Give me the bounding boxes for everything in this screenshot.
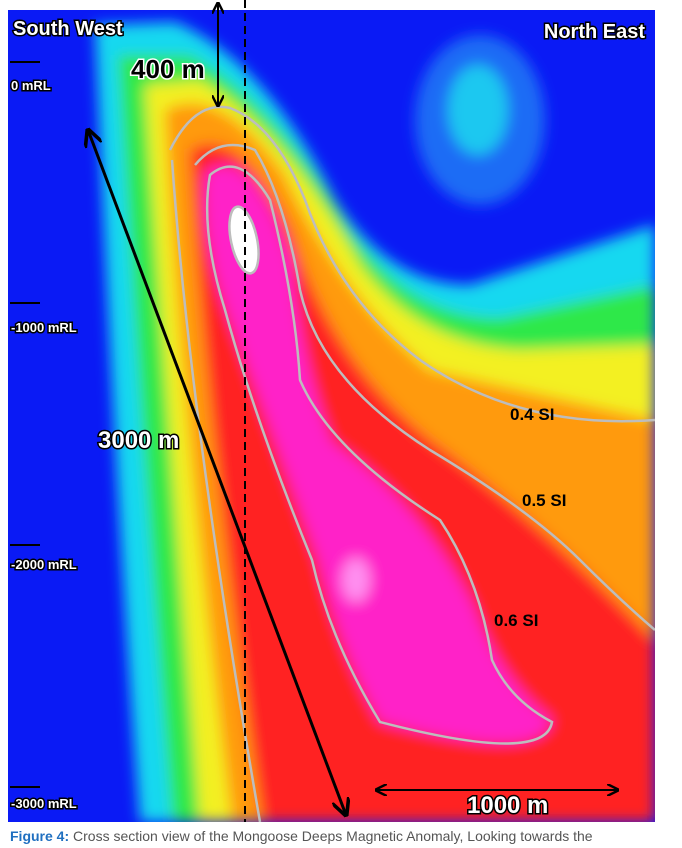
depth-label: 0 mRL	[11, 78, 51, 93]
contour-label: 0.4 SI	[510, 405, 554, 424]
depth-ticks	[10, 61, 40, 788]
corner-label: South West	[13, 18, 123, 40]
caption-text: Cross section view of the Mongoose Deeps…	[69, 828, 593, 844]
scale-label: 3000 m	[98, 427, 179, 454]
caption-label: Figure 4:	[10, 828, 69, 844]
anomaly-image	[8, 10, 655, 822]
depth-label: -1000 mRL	[11, 320, 77, 335]
depth-label: -3000 mRL	[11, 796, 77, 811]
corner-label: North East	[544, 21, 645, 43]
scale-label: 1000 m	[467, 792, 548, 819]
caption: Figure 4: Cross section view of the Mong…	[10, 828, 593, 844]
length-arrow	[88, 130, 346, 815]
scale-label: 400 m	[131, 54, 205, 84]
contour-label: 0.6 SI	[494, 611, 538, 630]
depth-label: -2000 mRL	[11, 557, 77, 572]
contour-label: 0.5 SI	[522, 491, 566, 510]
